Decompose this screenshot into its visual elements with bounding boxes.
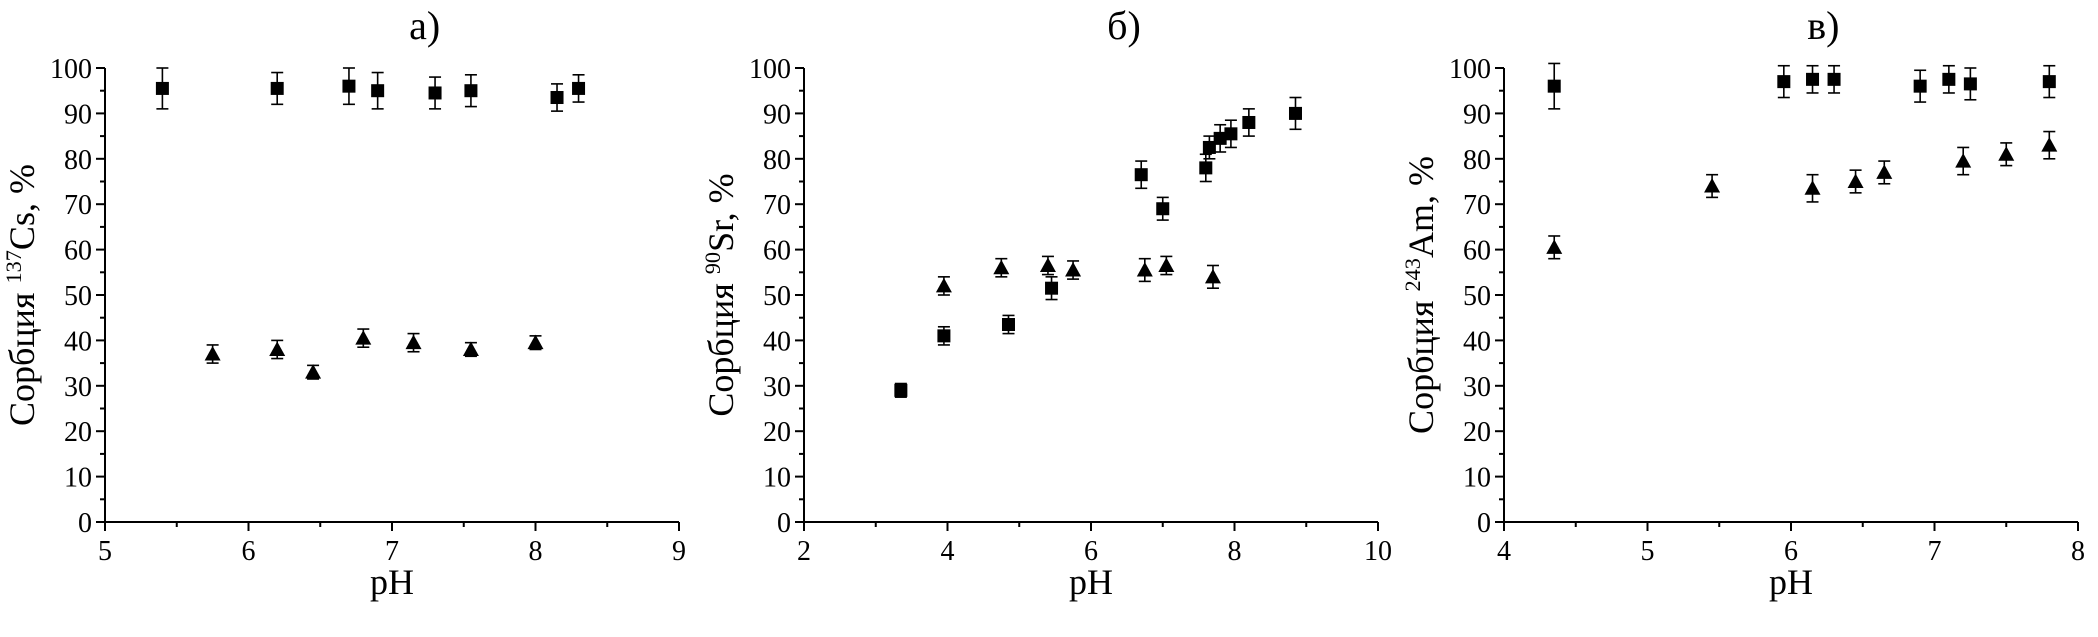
svg-text:40: 40: [1463, 326, 1491, 357]
svg-text:8: 8: [2071, 536, 2085, 567]
panel-label-b: б): [1107, 3, 1141, 48]
svg-text:50: 50: [1463, 281, 1491, 312]
chart-panel-sr90: б) Сорбция 90Sr, % 2 4 6 8 10 0 10 20 30 40 50 60 70…: [699, 0, 1398, 637]
svg-text:20: 20: [763, 417, 791, 448]
svg-text:80: 80: [763, 145, 791, 176]
svg-text:6: 6: [1784, 536, 1798, 567]
svg-text:4: 4: [1497, 536, 1511, 567]
svg-text:6: 6: [1084, 536, 1098, 567]
svg-text:70: 70: [763, 190, 791, 221]
svg-text:2: 2: [797, 536, 811, 567]
svg-text:10: 10: [763, 463, 791, 494]
svg-text:60: 60: [64, 236, 92, 267]
svg-text:8: 8: [1228, 536, 1242, 567]
ylabel-prefix: Сорбция: [2, 283, 42, 426]
ylabel-prefix: Сорбция: [1400, 291, 1441, 434]
svg-text:30: 30: [1463, 372, 1491, 403]
svg-text:10: 10: [1463, 463, 1491, 494]
svg-text:pH: pH: [1069, 562, 1113, 602]
svg-text:70: 70: [1463, 190, 1491, 221]
svg-text:20: 20: [64, 417, 92, 448]
ylabel-prefix: Сорбция: [701, 274, 742, 417]
svg-text:0: 0: [777, 508, 791, 539]
svg-text:pH: pH: [1769, 562, 1813, 602]
svg-text:9: 9: [672, 536, 686, 567]
svg-text:100: 100: [50, 54, 92, 85]
svg-text:80: 80: [64, 145, 92, 176]
svg-text:30: 30: [763, 372, 791, 403]
svg-text:8: 8: [529, 536, 543, 567]
chart-panel-am243: в) Сорбция 243Am, % 4 5 6 7 8 0 10 20 30 40 50 60 70…: [1399, 0, 2098, 637]
svg-text:0: 0: [78, 508, 92, 539]
svg-text:40: 40: [64, 326, 92, 357]
svg-text:50: 50: [763, 281, 791, 312]
chart-panel-cs137: а) Сорбция 137Cs, % 5 6 7 8 9 0 10 20 30 40 50 60 70…: [0, 0, 699, 637]
svg-text:90: 90: [1463, 99, 1491, 130]
svg-text:100: 100: [1449, 54, 1491, 85]
svg-text:4: 4: [941, 536, 955, 567]
svg-text:90: 90: [763, 99, 791, 130]
panel-label-a: а): [409, 3, 441, 48]
svg-text:70: 70: [64, 190, 92, 221]
ylabel-rest: Cs, %: [2, 164, 42, 251]
ylabel-rest: Am, %: [1400, 156, 1441, 259]
svg-text:7: 7: [385, 536, 399, 567]
svg-text:50: 50: [64, 281, 92, 312]
svg-text:pH: pH: [370, 562, 414, 602]
svg-text:6: 6: [242, 536, 256, 567]
svg-text:90: 90: [64, 99, 92, 130]
svg-text:20: 20: [1463, 417, 1491, 448]
svg-text:5: 5: [1640, 536, 1654, 567]
ylabel-rest: Sr, %: [701, 173, 742, 252]
isotope-mass-superscript: 137: [1, 250, 26, 284]
svg-text:7: 7: [1927, 536, 1941, 567]
svg-text:60: 60: [1463, 236, 1491, 267]
svg-text:0: 0: [1477, 508, 1491, 539]
svg-text:60: 60: [763, 236, 791, 267]
svg-text:10: 10: [64, 463, 92, 494]
svg-text:5: 5: [98, 536, 112, 567]
svg-text:40: 40: [763, 326, 791, 357]
svg-text:100: 100: [749, 54, 791, 85]
isotope-mass-superscript: 243: [1399, 258, 1425, 292]
isotope-mass-superscript: 90: [700, 251, 726, 275]
svg-text:30: 30: [64, 372, 92, 403]
svg-text:80: 80: [1463, 145, 1491, 176]
panel-label-v: в): [1807, 3, 1840, 48]
svg-text:10: 10: [1364, 536, 1392, 567]
